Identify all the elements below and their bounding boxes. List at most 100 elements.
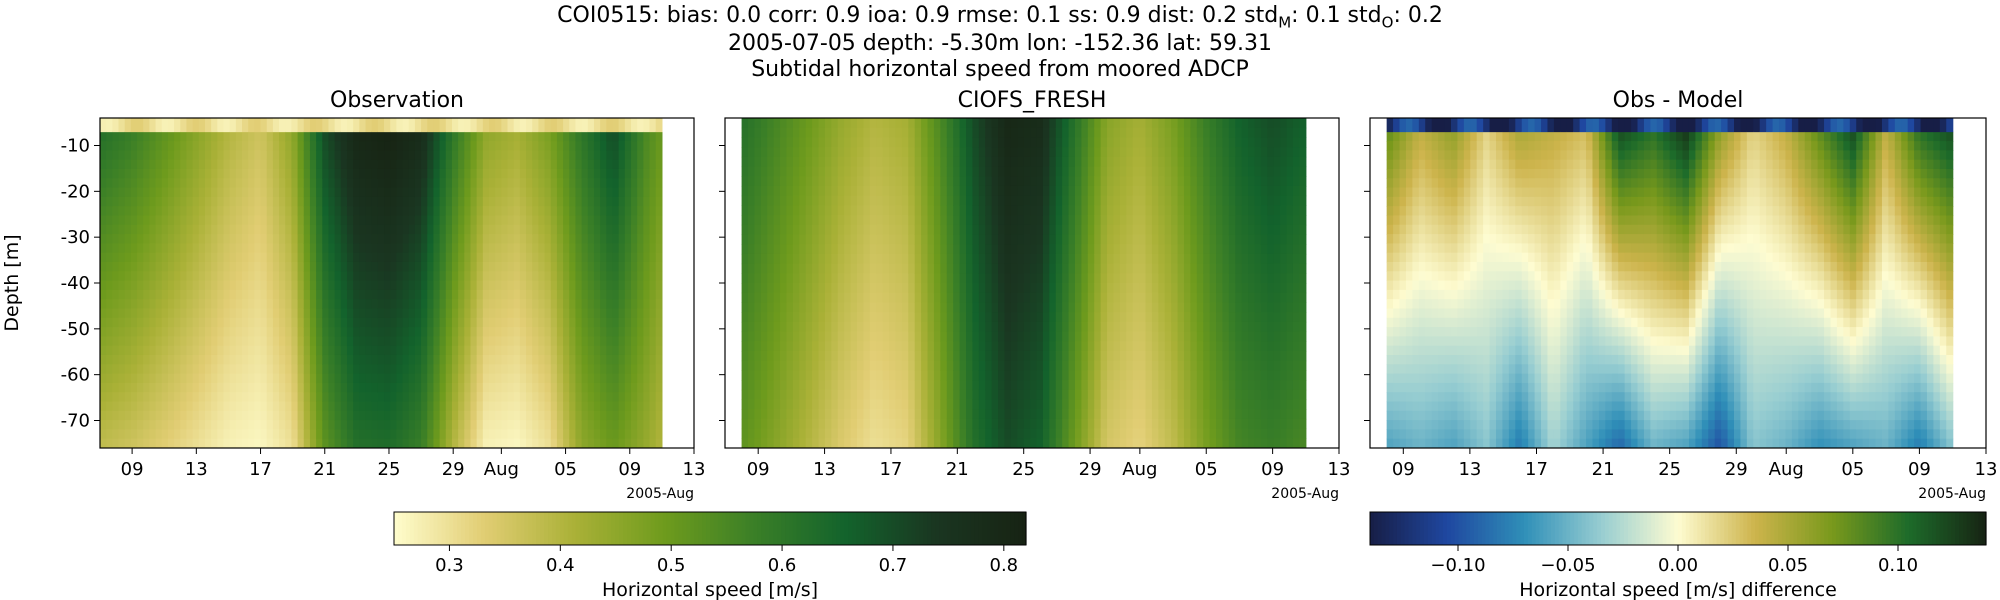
heatmap-cell bbox=[946, 185, 954, 197]
heatmap-cell bbox=[618, 308, 626, 319]
heatmap-cell bbox=[266, 336, 274, 347]
heatmap-cell bbox=[618, 243, 626, 254]
heatmap-cell bbox=[1004, 399, 1012, 410]
heatmap-cell bbox=[998, 438, 1006, 448]
surface-band-cell bbox=[445, 118, 453, 133]
heatmap-cell bbox=[837, 156, 845, 168]
heatmap-cell bbox=[959, 370, 967, 381]
heatmap-cell bbox=[204, 289, 212, 300]
heatmap-cell bbox=[353, 364, 360, 375]
heatmap-cell bbox=[991, 321, 999, 333]
heatmap-cell bbox=[857, 283, 865, 294]
heatmap-cell bbox=[155, 131, 163, 142]
heatmap-cell bbox=[137, 224, 144, 235]
heatmap-cell bbox=[408, 196, 416, 207]
heatmap-cell bbox=[1049, 438, 1057, 448]
heatmap-cell bbox=[285, 392, 293, 403]
heatmap-cell bbox=[322, 280, 330, 291]
heatmap-cell bbox=[760, 428, 768, 439]
heatmap-cell bbox=[850, 253, 858, 265]
heatmap-cell bbox=[933, 292, 941, 304]
heatmap-cell bbox=[353, 271, 360, 282]
heatmap-cell bbox=[167, 317, 175, 328]
heatmap-cell bbox=[229, 438, 237, 448]
heatmap-cell bbox=[242, 168, 249, 179]
heatmap-cell bbox=[421, 327, 428, 337]
heatmap-cell bbox=[217, 196, 225, 207]
heatmap-cell bbox=[489, 131, 496, 142]
heatmap-cell bbox=[550, 141, 558, 151]
heatmap-cell bbox=[365, 168, 373, 179]
heatmap-cell bbox=[593, 187, 601, 198]
heatmap-cell bbox=[451, 178, 459, 189]
heatmap-cell bbox=[248, 317, 255, 328]
heatmap-cell bbox=[792, 176, 800, 187]
heatmap-cell bbox=[161, 261, 169, 272]
heatmap-cell bbox=[198, 317, 206, 328]
heatmap-cell bbox=[204, 224, 212, 235]
heatmap-cell bbox=[507, 178, 515, 189]
heatmap-cell bbox=[482, 410, 490, 421]
heatmap-cell bbox=[100, 150, 107, 161]
heatmap-cell bbox=[1030, 302, 1038, 313]
heatmap-cell bbox=[322, 336, 330, 347]
heatmap-cell bbox=[186, 364, 194, 375]
heatmap-cell bbox=[476, 392, 484, 403]
heatmap-cell bbox=[1068, 195, 1076, 206]
heatmap-cell bbox=[850, 127, 858, 139]
heatmap-cell bbox=[192, 289, 200, 300]
heatmap-cell bbox=[655, 410, 663, 421]
heatmap-cell bbox=[1010, 409, 1018, 420]
heatmap-cell bbox=[550, 196, 558, 207]
heatmap-cell bbox=[869, 302, 877, 313]
heatmap-cell bbox=[155, 141, 163, 151]
heatmap-cell bbox=[618, 420, 626, 430]
heatmap-cell bbox=[1017, 166, 1025, 177]
heatmap-cell bbox=[741, 244, 749, 255]
heatmap-cell bbox=[291, 206, 299, 217]
heatmap-cell bbox=[1017, 205, 1025, 216]
heatmap-cell bbox=[799, 428, 807, 439]
heatmap-cell bbox=[544, 141, 552, 151]
heatmap-cell bbox=[637, 308, 644, 319]
heatmap-cell bbox=[876, 263, 884, 274]
heatmap-cell bbox=[396, 382, 404, 393]
heatmap-cell bbox=[519, 150, 527, 161]
heatmap-cell bbox=[985, 428, 993, 439]
heatmap-cell bbox=[805, 147, 813, 158]
heatmap-cell bbox=[334, 317, 342, 328]
heatmap-cell bbox=[754, 215, 762, 226]
heatmap-cell bbox=[445, 429, 453, 440]
heatmap-cell bbox=[476, 354, 484, 365]
heatmap-cell bbox=[606, 234, 614, 244]
heatmap-cell bbox=[217, 168, 225, 179]
heatmap-cell bbox=[953, 263, 961, 274]
heatmap-cell bbox=[1004, 195, 1012, 206]
heatmap-cell bbox=[291, 299, 299, 310]
heatmap-cell bbox=[1068, 147, 1076, 158]
heatmap-cell bbox=[211, 327, 218, 337]
heatmap-cell bbox=[773, 399, 781, 410]
heatmap-cell bbox=[421, 206, 428, 217]
heatmap-cell bbox=[340, 308, 348, 319]
heatmap-cell bbox=[192, 187, 200, 198]
heatmap-cell bbox=[229, 354, 237, 365]
heatmap-cell bbox=[427, 159, 435, 170]
heatmap-cell bbox=[581, 420, 589, 430]
heatmap-cell bbox=[882, 273, 890, 284]
heatmap-cell bbox=[575, 373, 583, 384]
heatmap-cell bbox=[223, 327, 231, 337]
heatmap-cell bbox=[180, 187, 188, 198]
surface-band-cell bbox=[291, 118, 299, 133]
heatmap-cell bbox=[1055, 166, 1063, 177]
heatmap-cell bbox=[100, 131, 107, 142]
heatmap-cell bbox=[1036, 418, 1044, 430]
heatmap-cell bbox=[112, 429, 120, 440]
heatmap-cell bbox=[587, 206, 595, 217]
heatmap-cell bbox=[371, 382, 379, 393]
heatmap-cell bbox=[130, 410, 138, 421]
heatmap-cell bbox=[550, 345, 558, 356]
heatmap-cell bbox=[130, 187, 138, 198]
heatmap-cell bbox=[618, 224, 626, 235]
heatmap-cell bbox=[526, 336, 533, 347]
